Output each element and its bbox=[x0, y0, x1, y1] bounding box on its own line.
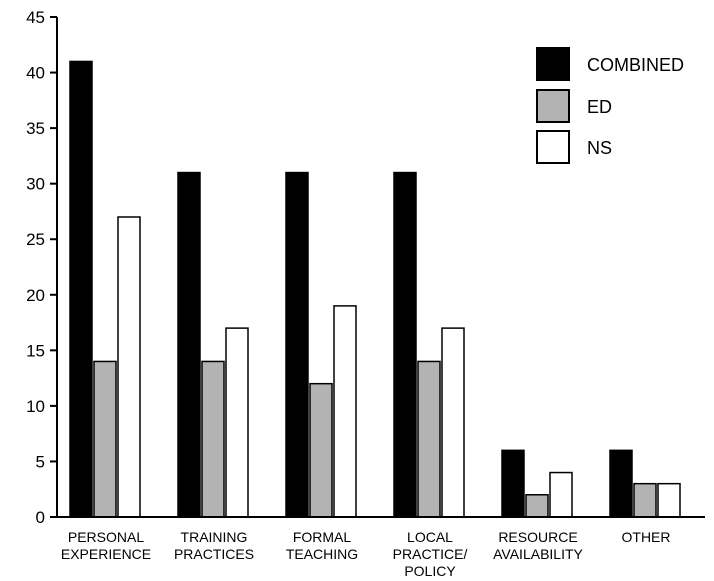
y-axis: 0 5 10 15 20 25 30 35 40 45 bbox=[26, 8, 58, 527]
bar-ns-4 bbox=[549, 471, 573, 518]
category-label: POLICY bbox=[404, 563, 456, 579]
y-tick-label: 10 bbox=[26, 397, 45, 416]
legend-swatch-combined bbox=[536, 47, 570, 81]
bar-ed-2 bbox=[309, 382, 333, 518]
legend: COMBINED ED NS bbox=[536, 47, 684, 164]
category-label: TEACHING bbox=[286, 546, 358, 562]
legend-swatch-ed bbox=[536, 89, 570, 123]
bar-combined-0 bbox=[69, 60, 93, 518]
y-tick-label: 15 bbox=[26, 341, 45, 360]
category-label: PERSONAL bbox=[68, 529, 144, 545]
legend-label: NS bbox=[587, 138, 612, 158]
category-label: LOCAL bbox=[407, 529, 453, 545]
bar-combined-1 bbox=[177, 171, 201, 518]
category-label: AVAILABILITY bbox=[493, 546, 583, 562]
y-tick-label: 45 bbox=[26, 8, 45, 27]
y-tick-label: 40 bbox=[26, 64, 45, 83]
y-tick-label: 30 bbox=[26, 175, 45, 194]
y-tick-label: 5 bbox=[36, 452, 45, 471]
bar-ed-3 bbox=[417, 360, 441, 518]
bars bbox=[69, 60, 681, 518]
category-label: TRAINING bbox=[181, 529, 248, 545]
bar-ed-5 bbox=[633, 482, 657, 518]
bar-ed-0 bbox=[93, 360, 117, 518]
category-label: EXPERIENCE bbox=[61, 546, 151, 562]
legend-label: COMBINED bbox=[587, 55, 684, 75]
bar-ed-1 bbox=[201, 360, 225, 518]
category-label: RESOURCE bbox=[498, 529, 577, 545]
y-tick-label: 35 bbox=[26, 119, 45, 138]
bar-combined-5 bbox=[609, 449, 633, 518]
category-label: FORMAL bbox=[293, 529, 352, 545]
bar-ed-4 bbox=[525, 494, 549, 518]
bar-ns-1 bbox=[225, 327, 249, 518]
legend-swatch-ns bbox=[536, 130, 570, 164]
category-label: PRACTICE/ bbox=[393, 546, 468, 562]
y-tick-label: 25 bbox=[26, 230, 45, 249]
bar-ns-5 bbox=[657, 482, 681, 518]
legend-label: ED bbox=[587, 97, 612, 117]
bar-combined-2 bbox=[285, 171, 309, 518]
bar-ns-0 bbox=[117, 216, 141, 518]
bar-combined-3 bbox=[393, 171, 417, 518]
bar-combined-4 bbox=[501, 449, 525, 518]
category-label: OTHER bbox=[622, 529, 671, 545]
bar-ns-3 bbox=[441, 327, 465, 518]
y-tick-label: 20 bbox=[26, 286, 45, 305]
bar-ns-2 bbox=[333, 305, 357, 518]
category-label: PRACTICES bbox=[174, 546, 254, 562]
y-tick-label: 0 bbox=[36, 508, 45, 527]
